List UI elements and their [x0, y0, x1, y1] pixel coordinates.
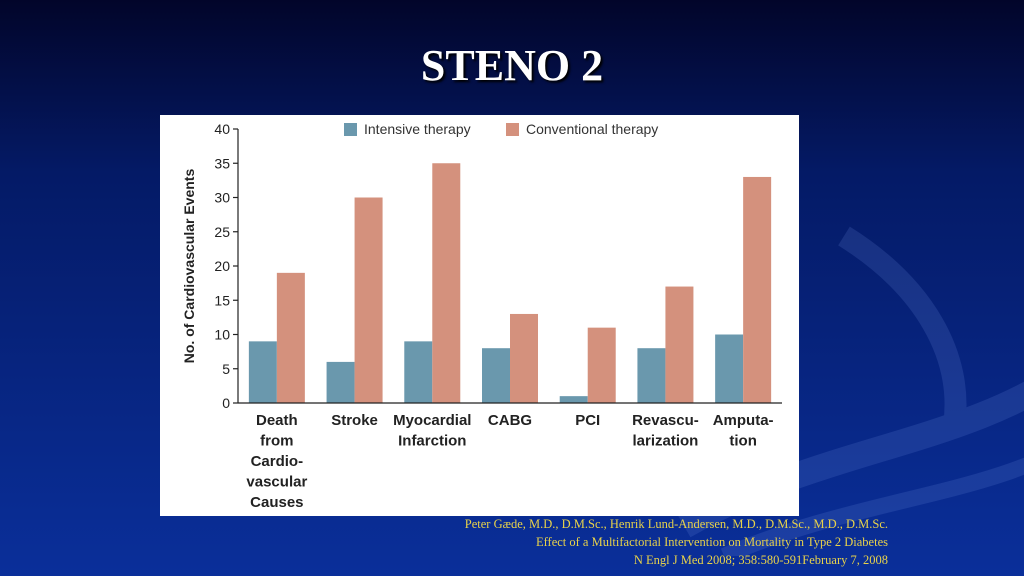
y-tick-label-40: 40	[214, 121, 230, 137]
x-tick-label-1-0: Stroke	[331, 412, 378, 429]
bar-conventional-0	[276, 272, 305, 403]
slide-title: STENO 2	[420, 41, 604, 90]
bar-intensive-3	[482, 348, 510, 403]
x-tick-label-4-0: PCI	[575, 412, 600, 429]
x-tick-label-2-0: Myocardial	[393, 412, 471, 429]
citation-authors: Peter Gæde, M.D., D.M.Sc., Henrik Lund-A…	[464, 517, 888, 531]
x-tick-label-6-1: tion	[729, 433, 757, 450]
y-tick-label-10: 10	[214, 327, 230, 343]
x-tick-label-0-4: Causes	[250, 494, 303, 511]
citation-journal: N Engl J Med 2008; 358:580-591February 7…	[633, 553, 888, 567]
y-tick-label-5: 5	[222, 361, 230, 377]
bar-intensive-5	[637, 348, 666, 403]
citation-block: Peter Gæde, M.D., D.M.Sc., Henrik Lund-A…	[465, 515, 888, 569]
x-tick-label-0-2: Cardio-	[251, 453, 304, 470]
legend-label-1: Conventional therapy	[526, 121, 658, 137]
x-tick-label-5-1: larization	[632, 433, 698, 450]
chart-panel: 0 5 10 15 20 25 30 35 40 No. of Cardiovascular Ev…	[160, 115, 799, 516]
y-tick-label-30: 30	[214, 190, 230, 206]
x-tick-label-0-1: from	[260, 433, 293, 450]
bar-intensive-0	[248, 341, 277, 403]
bar-intensive-1	[326, 361, 355, 403]
legend-label-0: Intensive therapy	[364, 121, 471, 137]
legend-swatch-1	[506, 123, 519, 136]
y-tick-label-20: 20	[214, 258, 230, 274]
x-tick-label-3-0: CABG	[488, 412, 532, 429]
legend-swatch-0	[344, 123, 357, 136]
x-tick-label-6-0: Amputa-	[713, 412, 774, 429]
x-tick-label-0-0: Death	[256, 412, 298, 429]
bar-intensive-4	[559, 396, 588, 403]
x-tick-label-2-1: Infarction	[398, 433, 466, 450]
bar-intensive-6	[715, 334, 744, 403]
bar-intensive-2	[404, 341, 433, 403]
x-tick-label-5-0: Revascu-	[632, 412, 699, 429]
bar-conventional-1	[354, 197, 383, 403]
y-tick-label-25: 25	[214, 224, 230, 240]
y-axis-title: No. of Cardiovascular Events	[181, 169, 197, 364]
y-tick-label-35: 35	[214, 155, 230, 171]
y-tick-label-15: 15	[214, 292, 230, 308]
bar-conventional-3	[510, 313, 538, 403]
x-tick-label-0-3: vascular	[246, 474, 307, 491]
y-tick-label-0: 0	[222, 395, 230, 411]
bar-conventional-5	[665, 286, 694, 403]
citation-article-title: Effect of a Multifactorial Intervention …	[535, 535, 888, 549]
bar-conventional-4	[587, 327, 616, 403]
bar-chart: 0 5 10 15 20 25 30 35 40 No. of Cardiovascular Ev…	[181, 121, 782, 511]
bar-conventional-2	[432, 163, 461, 403]
bar-conventional-6	[743, 176, 772, 403]
